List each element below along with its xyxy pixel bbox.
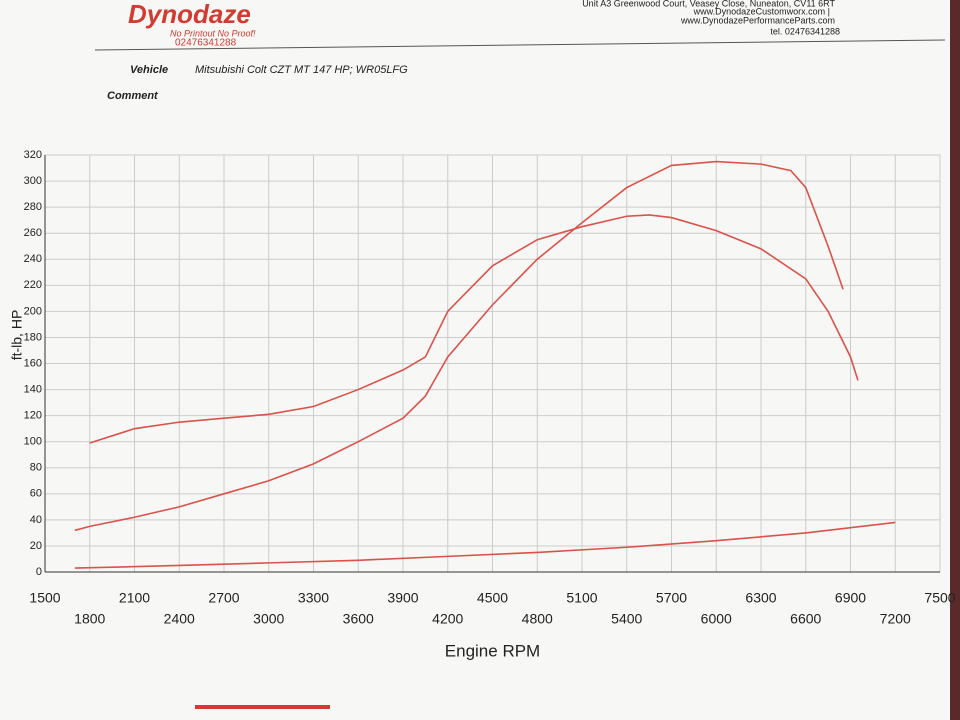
y-tick-label: 80 [30, 462, 42, 474]
x-tick-label: 1800 [74, 611, 105, 627]
x-tick-label: 6300 [745, 590, 776, 606]
y-tick-label: 140 [24, 383, 42, 395]
slogan: No Printout No Proof! [170, 28, 256, 38]
y-tick-label: 0 [36, 566, 42, 578]
y-tick-label: 280 [24, 201, 42, 213]
x-tick-label: 6900 [835, 590, 866, 606]
x-tick-label: 3900 [387, 590, 418, 606]
x-tick-label: 7200 [880, 611, 911, 627]
rule [94, 39, 946, 51]
x-tick-label: 2400 [164, 611, 195, 627]
x-tick-label: 6000 [701, 611, 732, 627]
y-tick-label: 240 [24, 253, 42, 265]
x-tick-label: 3600 [343, 611, 374, 627]
y-tick-label: 320 [24, 149, 42, 161]
x-tick-label: 1500 [29, 590, 60, 606]
x-tick-label: 4200 [432, 611, 463, 627]
x-tick-label: 2700 [208, 590, 239, 606]
vehicle-label: Vehicle [130, 64, 168, 76]
series-line [74, 160, 844, 532]
web: www.DynodazeCustomworx.com | [693, 6, 830, 16]
x-tick-label: 3000 [253, 611, 284, 627]
y-tick-label: 200 [24, 305, 42, 317]
x-tick-label: 4500 [477, 590, 508, 606]
phone: 02476341288 [175, 38, 237, 49]
comment-label: Comment [107, 90, 159, 102]
y-tick-label: 120 [24, 410, 42, 422]
x-tick-label: 6600 [790, 611, 821, 627]
y-tick-label: 260 [24, 227, 42, 239]
y-tick-label: 60 [30, 488, 42, 500]
x-axis-label: Engine RPM [445, 641, 540, 660]
series-line [89, 214, 859, 444]
y-tick-label: 40 [30, 514, 42, 526]
x-tick-label: 5700 [656, 590, 687, 606]
tel: tel. 02476341288 [770, 26, 840, 36]
x-tick-label: 2100 [119, 590, 150, 606]
y-axis-label: ft-lb, HP [9, 310, 25, 361]
x-tick-label: 5400 [611, 611, 642, 627]
y-tick-label: 20 [30, 540, 42, 552]
x-tick-label: 5100 [566, 590, 597, 606]
y-tick-label: 180 [24, 331, 42, 343]
y-tick-label: 220 [24, 279, 42, 291]
y-tick-label: 300 [24, 175, 42, 187]
address: Unit A3 Greenwood Court, Veasey Close, N… [582, 0, 835, 8]
vehicle: Mitsubishi Colt CZT MT 147 HP; WR05LFG [195, 64, 408, 76]
web: www.DynodazePerformanceParts.com [680, 15, 835, 25]
y-tick-label: 160 [24, 357, 42, 369]
x-tick-label: 7500 [924, 590, 955, 606]
y-tick-label: 100 [24, 436, 42, 448]
marker [195, 705, 330, 709]
series-line [74, 521, 896, 569]
x-tick-label: 3300 [298, 590, 329, 606]
brand: Dynodaze [128, 0, 251, 29]
x-tick-label: 4800 [522, 611, 553, 627]
